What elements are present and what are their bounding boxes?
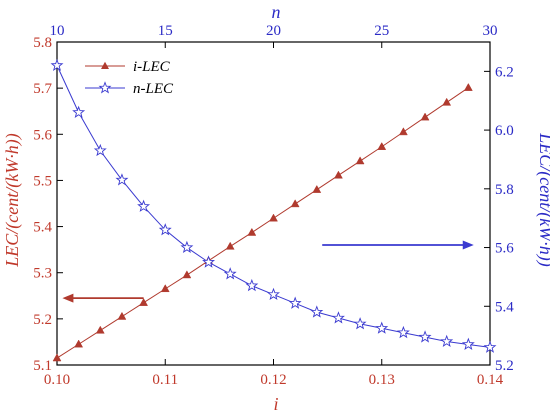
legend: i-LEC n-LEC: [85, 59, 174, 97]
data-point-i-LEC: [117, 311, 127, 320]
legend-marker: [98, 81, 112, 94]
data-point-n-LEC: [72, 105, 86, 118]
legend-item-n-LEC: n-LEC: [85, 81, 174, 97]
data-point-i-LEC: [182, 270, 192, 279]
right-tick-label: 5.8: [495, 182, 514, 198]
top-tick-label: 20: [266, 23, 281, 39]
bottom-axis-label: i: [273, 394, 278, 414]
right-tick-label: 5.4: [495, 299, 514, 315]
data-point-i-LEC: [225, 241, 235, 250]
series-i-LEC: [52, 82, 473, 362]
right-tick-label: 6.0: [495, 123, 514, 139]
data-point-n-LEC: [202, 255, 216, 268]
data-point-i-LEC: [74, 339, 84, 348]
bottom-tick-label: 0.10: [44, 372, 70, 388]
bottom-tick-label: 0.14: [477, 372, 504, 388]
data-point-n-LEC: [180, 240, 194, 254]
right-tick-label: 6.2: [495, 64, 514, 80]
data-point-n-LEC: [396, 325, 410, 339]
left-tick-label: 5.2: [33, 312, 52, 328]
top-tick-label: 25: [374, 23, 389, 39]
legend-marker: [101, 61, 109, 69]
data-point-i-LEC: [334, 170, 343, 179]
data-point-n-LEC: [115, 173, 129, 186]
right-axis-label: LEC/(cent/(kW·h)): [535, 132, 550, 266]
data-point-n-LEC: [483, 340, 497, 353]
right-tick-label: 5.6: [495, 241, 514, 257]
data-point-i-LEC: [95, 325, 105, 334]
right-tick-label: 5.2: [495, 358, 514, 374]
top-tick-label: 15: [158, 23, 173, 39]
bottom-tick-label: 0.13: [369, 372, 395, 388]
data-point-i-LEC: [420, 112, 430, 121]
data-point-n-LEC: [440, 334, 454, 348]
data-point-i-LEC: [139, 297, 149, 306]
data-point-n-LEC: [158, 223, 172, 236]
bottom-tick-label: 0.12: [260, 372, 286, 388]
left-tick-label: 5.6: [33, 127, 52, 143]
left-tick-label: 5.3: [33, 266, 52, 282]
data-point-i-LEC: [290, 199, 300, 208]
data-point-n-LEC: [375, 321, 389, 334]
data-point-i-LEC: [377, 142, 387, 150]
data-point-n-LEC: [288, 296, 302, 309]
series-line-i-LEC: [56, 87, 469, 359]
left-tick-label: 5.4: [33, 220, 52, 236]
left-axis-label: LEC/(cent/(kW·h)): [2, 133, 23, 267]
data-point-i-LEC: [398, 127, 408, 136]
data-point-n-LEC: [223, 267, 237, 280]
data-point-i-LEC: [160, 284, 170, 293]
left-tick-label: 5.8: [33, 35, 52, 51]
top-axis-label: n: [272, 2, 281, 22]
data-point-n-LEC: [245, 278, 259, 292]
data-point-n-LEC: [50, 58, 64, 71]
legend-item-i-LEC: i-LEC: [85, 59, 171, 75]
data-point-i-LEC: [52, 353, 62, 362]
data-point-n-LEC: [93, 143, 107, 157]
series-line-n-LEC: [56, 65, 491, 348]
data-point-i-LEC: [355, 156, 365, 165]
legend-label: i-LEC: [133, 59, 171, 75]
data-point-i-LEC: [463, 82, 473, 91]
top-tick-label: 10: [50, 23, 65, 39]
data-point-i-LEC: [247, 227, 257, 236]
left-tick-label: 5.1: [33, 358, 52, 374]
data-point-n-LEC: [267, 287, 280, 301]
left-axis-arrow: [62, 293, 144, 303]
data-point-n-LEC: [461, 337, 475, 350]
data-point-i-LEC: [442, 97, 452, 106]
bottom-tick-label: 0.11: [152, 372, 178, 388]
data-point-n-LEC: [310, 305, 324, 318]
right-axis-arrow: [322, 240, 474, 250]
data-point-i-LEC: [269, 213, 278, 222]
data-point-n-LEC: [331, 311, 345, 324]
top-tick-label: 30: [483, 23, 498, 39]
data-point-n-LEC: [418, 330, 432, 343]
left-tick-label: 5.5: [33, 173, 52, 189]
series-n-LEC: [50, 58, 497, 353]
data-point-n-LEC: [353, 317, 367, 330]
legend-label: n-LEC: [133, 81, 174, 97]
left-tick-label: 5.7: [33, 81, 52, 97]
data-point-n-LEC: [137, 199, 151, 212]
data-point-i-LEC: [312, 184, 322, 193]
